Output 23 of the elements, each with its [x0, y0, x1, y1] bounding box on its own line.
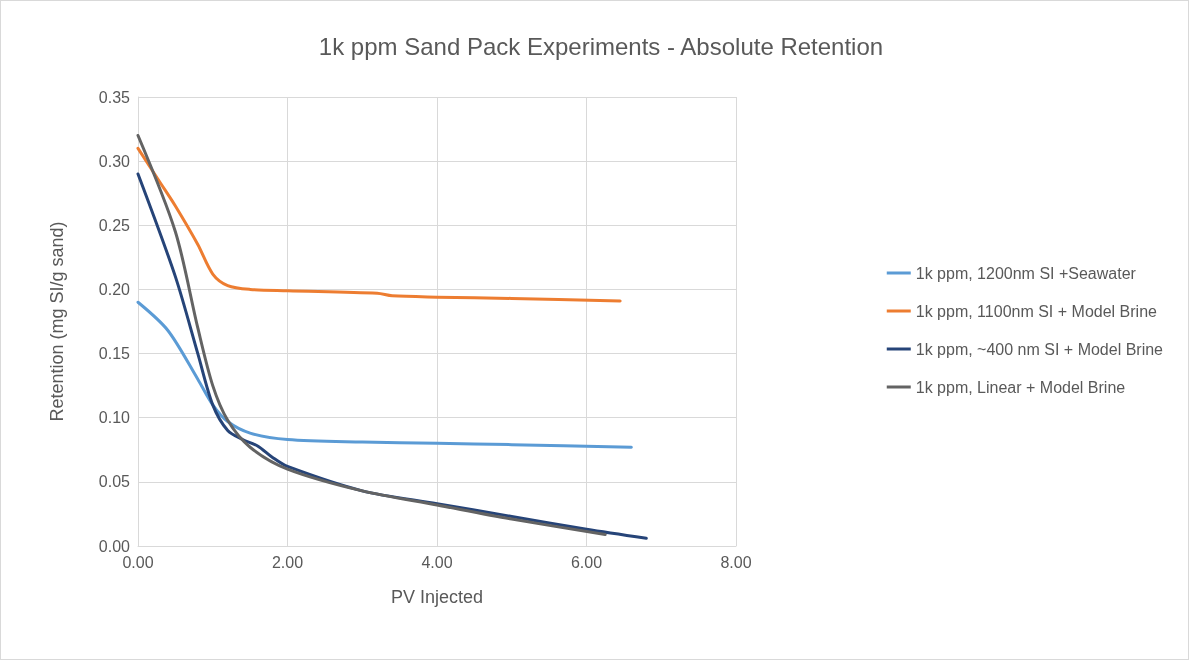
legend-label: 1k ppm, ~400 nm SI + Model Brine — [915, 340, 1164, 358]
x-axis-title: PV Injected — [390, 587, 484, 607]
line-series — [136, 133, 607, 536]
chart-title: 1k ppm Sand Pack Experiments - Absolute Retention — [318, 32, 884, 60]
y-tick-label: 0.05 — [98, 473, 131, 491]
y-tick-label: 0.00 — [98, 537, 131, 555]
x-tick-label: 6.00 — [570, 553, 603, 571]
x-tick-label: 4.00 — [421, 553, 453, 571]
legend-label: 1k ppm, 1200nm SI +Seawater — [915, 264, 1137, 282]
x-tick-label: 8.00 — [720, 553, 752, 571]
x-tick-label: 0.00 — [122, 553, 154, 571]
line-series — [136, 146, 622, 303]
y-tick-label: 0.30 — [98, 152, 131, 170]
y-tick-label: 0.25 — [98, 216, 131, 234]
y-tick-label: 0.10 — [98, 409, 131, 427]
y-axis-title: Retention (mg SI/g sand) — [47, 221, 67, 422]
line-series — [136, 300, 633, 449]
x-tick-label: 2.00 — [271, 553, 304, 571]
legend-label: 1k ppm, 1100nm SI + Model Brine — [915, 302, 1158, 320]
y-tick-label: 0.20 — [98, 280, 131, 298]
legend-label: 1k ppm, Linear + Model Brine — [915, 378, 1126, 396]
y-tick-label: 0.15 — [98, 345, 131, 363]
y-tick-label: 0.35 — [98, 88, 131, 106]
